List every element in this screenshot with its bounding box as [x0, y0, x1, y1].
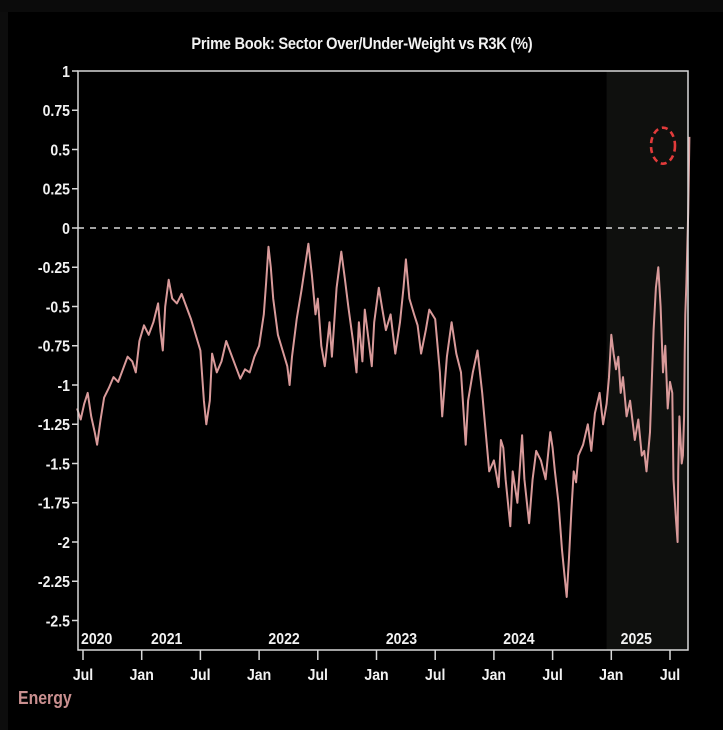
y-tick-label: 1	[62, 63, 70, 81]
y-tick-label: 0.25	[43, 181, 70, 199]
year-label: 2020	[81, 630, 112, 648]
x-tick-label: Jul	[308, 666, 328, 684]
x-tick-label: Jan	[130, 666, 154, 684]
year-label: 2021	[151, 630, 182, 648]
y-tick-label: -1.75	[38, 495, 70, 513]
y-tick-label: -2.5	[46, 613, 70, 631]
x-tick-label: Jan	[599, 666, 623, 684]
year-label: 2025	[621, 630, 652, 648]
x-tick-label: Jan	[247, 666, 271, 684]
year-label: 2023	[386, 630, 417, 648]
chart-title: Prime Book: Sector Over/Under-Weight vs …	[191, 34, 533, 53]
y-tick-label: -2	[57, 534, 70, 552]
y-tick-label: -2.25	[38, 573, 70, 591]
series-label-energy: Energy	[18, 688, 72, 708]
y-tick-label: -0.5	[46, 299, 70, 317]
outer-frame-top	[0, 0, 723, 12]
highlight-ellipse	[649, 126, 677, 165]
x-tick-label: Jul	[660, 666, 680, 684]
y-tick-label: 0	[62, 220, 70, 238]
x-tick-label: Jul	[425, 666, 445, 684]
y-tick-label: 0.75	[43, 102, 70, 120]
x-tick-label: Jan	[482, 666, 506, 684]
y-tick-label: -1	[57, 377, 70, 395]
x-tick-label: Jul	[73, 666, 93, 684]
year-label: 2022	[268, 630, 299, 648]
y-tick-label: -0.25	[38, 259, 70, 277]
x-tick-label: Jul	[542, 666, 562, 684]
y-tick-label: -0.75	[38, 338, 70, 356]
year-label: 2024	[503, 630, 535, 648]
y-tick-label: -1.25	[38, 416, 70, 434]
y-tick-label: -1.5	[46, 456, 70, 474]
plot-frame	[77, 70, 689, 651]
y-axis: 1 0.75 0.5 0.25 0 -0.25 -0.5 -0.75 -1 -1.25 -1.5 -1…	[38, 63, 78, 631]
y-tick-label: 0.5	[50, 142, 70, 160]
x-tick-label: Jan	[364, 666, 388, 684]
outer-frame-left	[0, 12, 8, 730]
x-tick-label: Jul	[190, 666, 210, 684]
shaded-region	[606, 71, 688, 650]
series-line-energy	[76, 136, 691, 598]
x-axis: Jul Jan Jul Jan Jul Jan Jul Jan Jul Jan Jul	[73, 650, 680, 684]
year-labels: 2020 2021 2022 2023 2024 2025	[81, 630, 652, 648]
